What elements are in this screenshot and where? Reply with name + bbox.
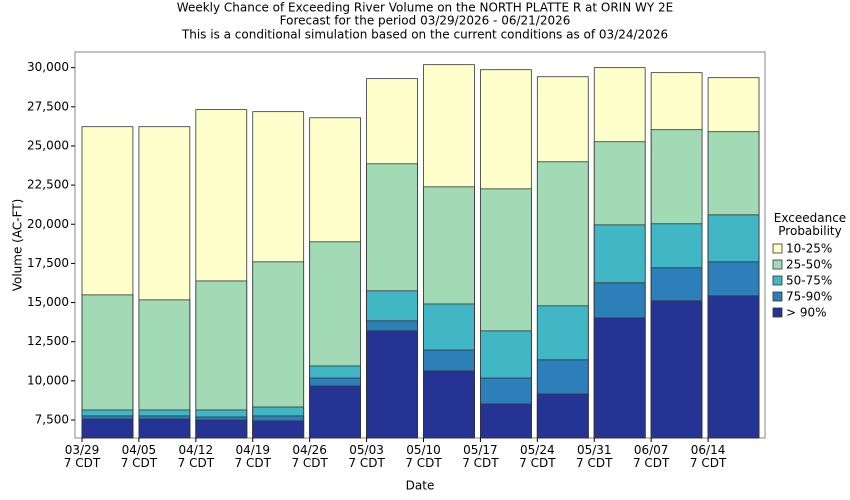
x-tick-label: 05/17 7 CDT xyxy=(462,443,499,470)
legend-swatch xyxy=(772,259,783,270)
legend-swatch xyxy=(772,307,783,318)
y-tick-label: 20,000 xyxy=(27,217,69,231)
y-tick-label: 17,500 xyxy=(27,256,69,270)
bar xyxy=(650,300,703,439)
bar xyxy=(593,317,646,439)
legend-label: 10-25% xyxy=(786,242,832,256)
bar xyxy=(138,418,191,439)
bar xyxy=(81,418,134,439)
chart-title: Weekly Chance of Exceeding River Volume … xyxy=(177,1,673,15)
y-tick-label: 22,500 xyxy=(27,178,69,192)
chart-subtitle: Forecast for the period 03/29/2026 - 06/… xyxy=(280,14,571,28)
x-axis-label: Date xyxy=(406,479,435,493)
y-tick-label: 7,500 xyxy=(35,412,69,426)
x-tick-label: 04/26 7 CDT xyxy=(291,443,328,470)
bar xyxy=(366,330,418,439)
legend-label: 50-75% xyxy=(786,274,832,288)
x-tick-label: 04/19 7 CDT xyxy=(234,443,271,470)
y-tick-label: 15,000 xyxy=(27,295,69,309)
x-tick-label: 05/03 7 CDT xyxy=(348,443,385,470)
legend-swatch xyxy=(772,291,783,302)
legend-label: 75-90% xyxy=(786,290,832,304)
bar xyxy=(252,420,305,439)
x-tick-label: 05/31 7 CDT xyxy=(576,443,613,470)
x-tick-label: 06/14 7 CDT xyxy=(689,443,727,470)
legend-label: > 90% xyxy=(786,306,827,320)
y-tick-label: 12,500 xyxy=(27,334,69,348)
bar xyxy=(480,403,532,439)
legend-title: Exceedance Probability xyxy=(773,211,847,238)
legend-swatch xyxy=(772,275,783,286)
x-tick-label: 05/24 7 CDT xyxy=(519,443,556,470)
y-tick-label: 10,000 xyxy=(27,373,69,387)
y-tick-label: 27,500 xyxy=(27,99,69,113)
bar xyxy=(536,393,589,439)
legend-label: 25-50% xyxy=(786,258,832,272)
x-tick-label: 04/05 7 CDT xyxy=(120,443,158,470)
bar xyxy=(423,370,475,439)
chart-subtitle: This is a conditional simulation based o… xyxy=(181,28,668,42)
y-axis-label: Volume (AC-FT) xyxy=(11,199,25,292)
y-tick-label: 30,000 xyxy=(27,60,69,74)
bar xyxy=(309,385,361,439)
x-tick-label: 05/10 7 CDT xyxy=(405,443,442,470)
y-tick-label: 25,000 xyxy=(27,138,69,152)
x-tick-label: 06/07 7 CDT xyxy=(632,443,670,470)
bar xyxy=(195,419,248,439)
x-tick-label: 04/12 7 CDT xyxy=(177,443,215,470)
legend-swatch xyxy=(772,243,783,254)
bar xyxy=(707,295,760,439)
x-tick-label: 03/29 7 CDT xyxy=(63,443,101,470)
